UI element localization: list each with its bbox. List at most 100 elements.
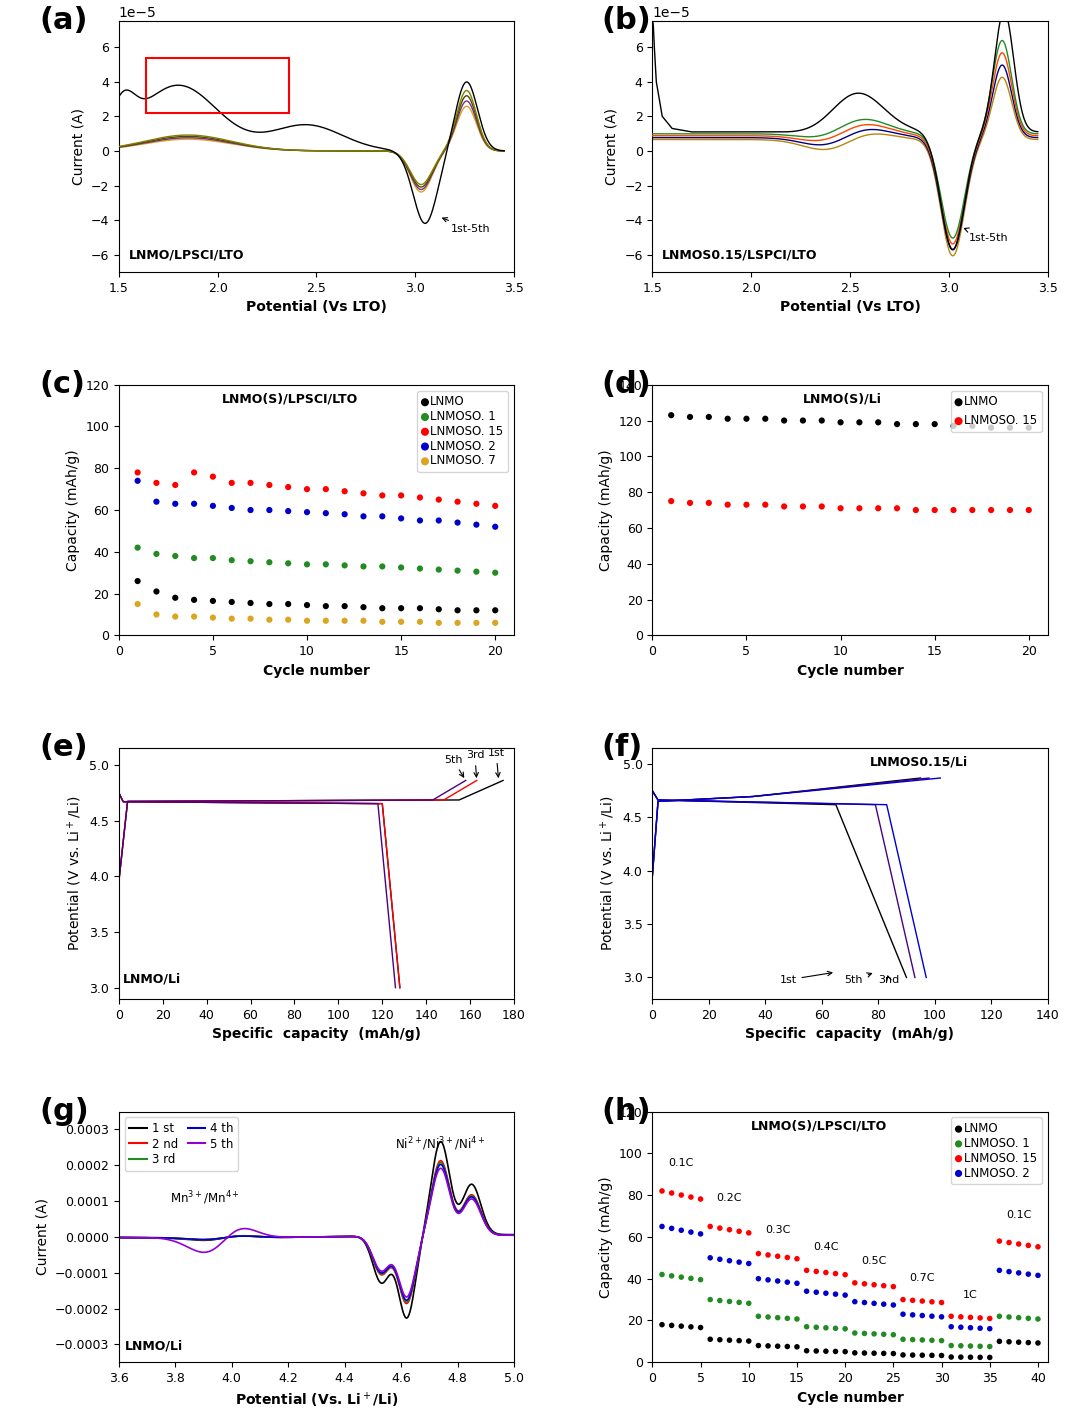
LNMO <box>242 592 259 614</box>
LNMOSO. 15 <box>129 461 146 484</box>
LNMOSO. 15 <box>983 498 1000 521</box>
LNMOSO. 2 <box>242 498 259 521</box>
LNMOSO. 15 <box>355 482 373 505</box>
LNMOSO. 15 <box>945 498 962 521</box>
LNMOSO. 2 <box>943 1315 960 1338</box>
LNMOSO. 7 <box>224 607 241 630</box>
LNMOSO. 2 <box>318 502 335 525</box>
LNMOSO. 2 <box>875 1293 892 1315</box>
LNMO <box>662 404 679 427</box>
LNMO <box>894 1344 912 1366</box>
LNMOSO. 1 <box>336 553 353 576</box>
LNMOSO. 2 <box>430 509 447 532</box>
Line: 4 th: 4 th <box>119 1165 519 1300</box>
2 nd <box>417 1225 430 1242</box>
LNMOSO. 15 <box>692 1188 710 1210</box>
LNMOSO. 15 <box>788 1247 806 1270</box>
Line: 1 st: 1 st <box>119 1142 519 1318</box>
LNMOSO. 1 <box>224 549 241 572</box>
LNMO <box>788 1335 806 1358</box>
3 rd <box>346 1227 359 1244</box>
Text: 5th: 5th <box>845 973 872 985</box>
LNMOSO. 15 <box>1000 1232 1017 1254</box>
Line: 5 th: 5 th <box>119 1168 519 1297</box>
X-axis label: Specific  capacity  (mAh/g): Specific capacity (mAh/g) <box>745 1027 955 1042</box>
LNMO <box>663 1314 680 1337</box>
X-axis label: Cycle number: Cycle number <box>797 664 904 678</box>
Legend: LNMO, LNMOSO. 1, LNMOSO. 15, LNMOSO. 2, LNMOSO. 7: LNMO, LNMOSO. 1, LNMOSO. 15, LNMOSO. 2, … <box>417 390 508 473</box>
LNMOSO. 15 <box>148 471 165 494</box>
LNMOSO. 1 <box>750 1305 767 1328</box>
LNMOSO. 15 <box>889 497 906 519</box>
Text: (e): (e) <box>40 734 89 762</box>
LNMO <box>129 569 146 592</box>
LNMO <box>738 407 755 430</box>
LNMOSO. 15 <box>808 1260 825 1283</box>
LNMOSO. 7 <box>374 610 391 633</box>
LNMOSO. 2 <box>759 1269 777 1291</box>
Text: (c): (c) <box>40 370 85 399</box>
LNMO <box>798 1340 815 1362</box>
Y-axis label: Potential (V vs. Li$^+$/Li): Potential (V vs. Li$^+$/Li) <box>598 796 617 951</box>
LNMO <box>683 1315 700 1338</box>
LNMOSO. 15 <box>683 1186 700 1209</box>
LNMOSO. 1 <box>933 1330 950 1352</box>
LNMOSO. 1 <box>411 558 429 580</box>
LNMO <box>702 1328 719 1351</box>
LNMOSO. 15 <box>943 1305 960 1328</box>
LNMOSO. 15 <box>260 474 278 497</box>
LNMOSO. 2 <box>663 1218 680 1240</box>
LNMO <box>775 409 793 431</box>
LNMO <box>148 580 165 603</box>
LNMOSO. 2 <box>702 1246 719 1269</box>
LNMOSO. 7 <box>318 609 335 631</box>
LNMOSO. 2 <box>923 1305 941 1328</box>
LNMOSO. 2 <box>355 505 373 528</box>
LNMOSO. 7 <box>411 610 429 633</box>
LNMO <box>449 599 467 622</box>
LNMOSO. 1 <box>204 546 221 569</box>
LNMO <box>923 1344 941 1366</box>
LNMOSO. 1 <box>855 1323 873 1345</box>
Text: 0.5C: 0.5C <box>862 1256 887 1266</box>
LNMOSO. 7 <box>355 609 373 631</box>
LNMOSO. 2 <box>953 1315 970 1338</box>
LNMO <box>186 589 203 612</box>
4 th <box>346 1227 359 1244</box>
LNMOSO. 15 <box>720 1219 738 1242</box>
LNMOSO. 1 <box>702 1288 719 1311</box>
2 nd <box>367 1254 380 1271</box>
LNMO <box>430 597 447 620</box>
LNMO <box>818 1340 835 1362</box>
LNMOSO. 15 <box>392 484 409 507</box>
LNMOSO. 1 <box>186 546 203 569</box>
5 th <box>137 1229 150 1246</box>
LNMOSO. 15 <box>855 1273 873 1296</box>
LNMOSO. 2 <box>846 1290 863 1313</box>
LNMO <box>933 1344 950 1366</box>
LNMOSO. 7 <box>487 612 504 634</box>
LNMOSO. 1 <box>298 553 315 576</box>
LNMO <box>869 412 887 434</box>
LNMOSO. 15 <box>298 478 315 501</box>
LNMOSO. 1 <box>692 1269 710 1291</box>
LNMOSO. 15 <box>914 1290 931 1313</box>
LNMOSO. 2 <box>779 1271 796 1294</box>
LNMO <box>1001 416 1018 438</box>
1 st <box>459 1185 472 1202</box>
Line: 2 nd: 2 nd <box>119 1161 519 1304</box>
4 th <box>417 1225 430 1242</box>
LNMOSO. 1 <box>827 1317 845 1340</box>
LNMO <box>260 593 278 616</box>
LNMO <box>166 586 184 609</box>
Y-axis label: Capacity (mAh/g): Capacity (mAh/g) <box>66 450 80 570</box>
LNMOSO. 2 <box>808 1281 825 1304</box>
LNMOSO. 2 <box>468 514 485 536</box>
LNMO <box>720 1328 738 1351</box>
LNMOSO. 1 <box>990 1305 1008 1328</box>
LNMOSO. 7 <box>430 612 447 634</box>
LNMOSO. 1 <box>818 1317 835 1340</box>
LNMOSO. 2 <box>673 1219 690 1242</box>
LNMO <box>1000 1331 1017 1354</box>
LNMOSO. 15 <box>851 497 868 519</box>
